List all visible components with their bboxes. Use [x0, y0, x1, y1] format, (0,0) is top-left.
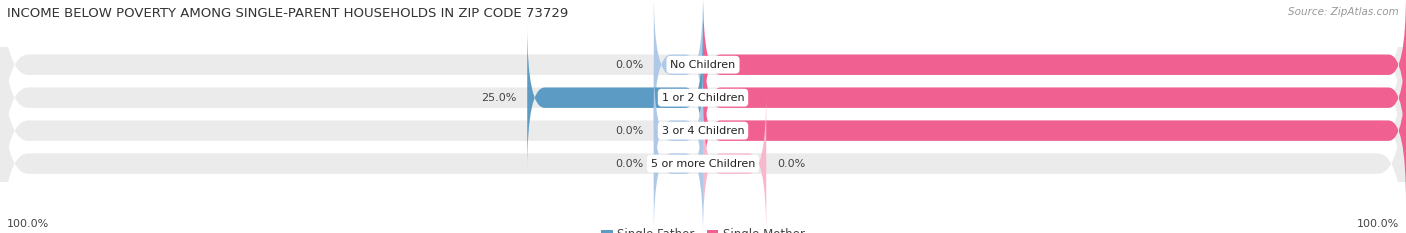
Text: Source: ZipAtlas.com: Source: ZipAtlas.com	[1288, 7, 1399, 17]
Text: 3 or 4 Children: 3 or 4 Children	[662, 126, 744, 136]
Legend: Single Father, Single Mother: Single Father, Single Mother	[596, 224, 810, 233]
Text: No Children: No Children	[671, 60, 735, 70]
FancyBboxPatch shape	[0, 0, 1406, 219]
FancyBboxPatch shape	[654, 91, 703, 233]
Text: 1 or 2 Children: 1 or 2 Children	[662, 93, 744, 103]
FancyBboxPatch shape	[654, 58, 703, 203]
FancyBboxPatch shape	[527, 25, 703, 170]
FancyBboxPatch shape	[0, 9, 1406, 233]
FancyBboxPatch shape	[0, 42, 1406, 233]
Text: 0.0%: 0.0%	[778, 159, 806, 169]
Text: INCOME BELOW POVERTY AMONG SINGLE-PARENT HOUSEHOLDS IN ZIP CODE 73729: INCOME BELOW POVERTY AMONG SINGLE-PARENT…	[7, 7, 568, 20]
Text: 0.0%: 0.0%	[614, 126, 644, 136]
FancyBboxPatch shape	[703, 58, 1406, 203]
FancyBboxPatch shape	[0, 0, 1406, 186]
Text: 5 or more Children: 5 or more Children	[651, 159, 755, 169]
Text: 0.0%: 0.0%	[614, 60, 644, 70]
FancyBboxPatch shape	[703, 0, 1406, 137]
Text: 100.0%: 100.0%	[7, 219, 49, 229]
FancyBboxPatch shape	[703, 91, 766, 233]
Text: 100.0%: 100.0%	[1357, 219, 1399, 229]
FancyBboxPatch shape	[703, 25, 1406, 170]
FancyBboxPatch shape	[654, 0, 703, 137]
Text: 0.0%: 0.0%	[614, 159, 644, 169]
Text: 25.0%: 25.0%	[481, 93, 517, 103]
